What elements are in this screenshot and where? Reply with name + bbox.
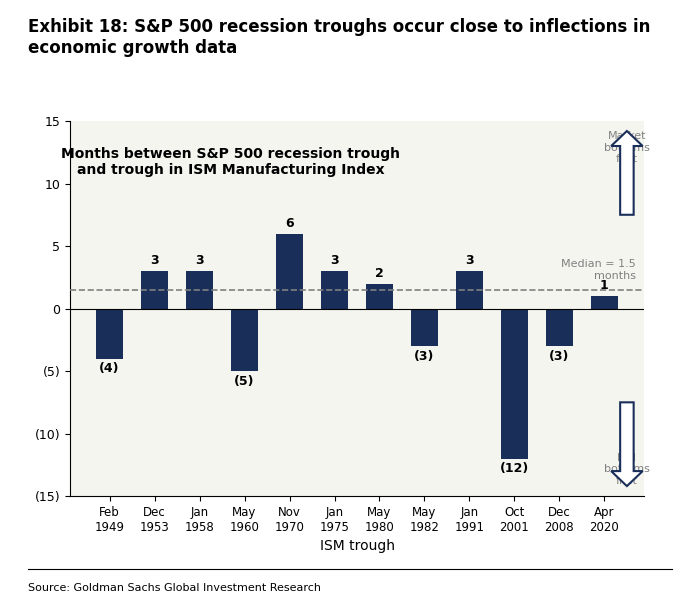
Text: Exhibit 18: S&P 500 recession troughs occur close to inflections in
economic gro: Exhibit 18: S&P 500 recession troughs oc… — [28, 18, 650, 57]
Bar — [276, 234, 303, 309]
Bar — [186, 271, 213, 309]
Text: (12): (12) — [500, 462, 529, 476]
Text: Median = 1.5
months: Median = 1.5 months — [561, 260, 636, 281]
Bar — [591, 296, 618, 309]
Bar — [321, 271, 348, 309]
Text: 6: 6 — [285, 217, 294, 230]
Bar — [411, 309, 438, 346]
Text: (4): (4) — [99, 362, 120, 375]
Text: Months between S&P 500 recession trough
and trough in ISM Manufacturing Index: Months between S&P 500 recession trough … — [61, 147, 400, 177]
Text: (3): (3) — [414, 350, 435, 363]
Bar — [96, 309, 123, 359]
FancyArrow shape — [611, 402, 643, 486]
Bar — [141, 271, 168, 309]
FancyArrow shape — [611, 131, 643, 215]
Text: (3): (3) — [550, 350, 570, 363]
Text: (5): (5) — [234, 375, 255, 388]
Bar — [546, 309, 573, 346]
Bar — [366, 284, 393, 309]
Text: 1: 1 — [600, 280, 609, 292]
Text: Source: Goldman Sachs Global Investment Research: Source: Goldman Sachs Global Investment … — [28, 583, 321, 593]
Text: ISM
bottoms
first: ISM bottoms first — [604, 453, 650, 486]
Text: 2: 2 — [375, 267, 384, 280]
Text: 3: 3 — [465, 254, 474, 267]
Text: 3: 3 — [150, 254, 159, 267]
Bar — [501, 309, 528, 459]
Bar — [456, 271, 483, 309]
Text: Market
bottoms
first: Market bottoms first — [604, 131, 650, 164]
Bar — [231, 309, 258, 371]
Text: 3: 3 — [195, 254, 204, 267]
Text: 3: 3 — [330, 254, 339, 267]
X-axis label: ISM trough: ISM trough — [319, 540, 395, 554]
